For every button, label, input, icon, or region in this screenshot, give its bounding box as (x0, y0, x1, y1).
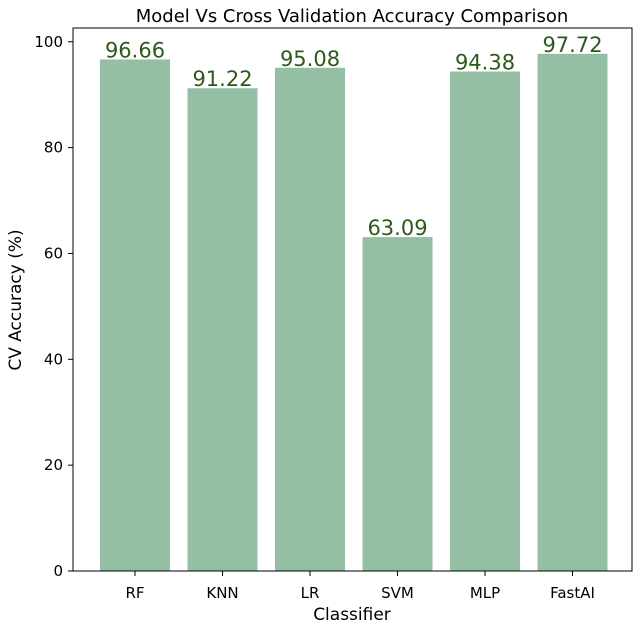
bar-svm (362, 237, 433, 571)
x-tick-label-knn: KNN (206, 584, 238, 602)
data-label-fastai: 97.72 (542, 33, 602, 57)
y-tick-label-40: 40 (44, 350, 63, 368)
x-tick-label-lr: LR (301, 584, 320, 602)
data-label-rf: 96.66 (105, 38, 165, 62)
x-axis-label: Classifier (313, 605, 391, 625)
x-tick-label-fastai: FastAI (550, 584, 595, 602)
y-tick-label-100: 100 (34, 33, 63, 51)
x-tick-label-svm: SVM (381, 584, 414, 602)
bar-rf (100, 59, 170, 572)
data-label-lr: 95.08 (280, 47, 340, 71)
bar-mlp (450, 71, 520, 571)
y-tick-label-60: 60 (44, 244, 63, 262)
x-tick-label-rf: RF (125, 584, 144, 602)
bar-lr (275, 67, 345, 571)
bar-knn (187, 88, 258, 572)
y-tick-label-20: 20 (44, 456, 63, 474)
x-tick-label-mlp: MLP (470, 584, 500, 602)
data-labels-group: 96.66 91.22 95.08 63.09 94.38 97.72 (105, 33, 603, 240)
chart-title: Model Vs Cross Validation Accuracy Compa… (136, 6, 569, 27)
y-tick-label-0: 0 (53, 562, 63, 580)
data-label-svm: 63.09 (367, 216, 427, 240)
y-tick-label-80: 80 (44, 139, 63, 157)
plot-frame (72, 27, 633, 572)
y-axis: 0 20 40 60 80 100 (34, 33, 73, 580)
bar-fastai (537, 53, 608, 571)
data-label-mlp: 94.38 (455, 51, 515, 75)
x-axis: RF KNN LR SVM MLP FastAI (125, 571, 595, 602)
y-axis-label: CV Accuracy (%) (6, 229, 26, 370)
data-label-knn: 91.22 (192, 67, 252, 91)
bars-group (100, 53, 608, 572)
